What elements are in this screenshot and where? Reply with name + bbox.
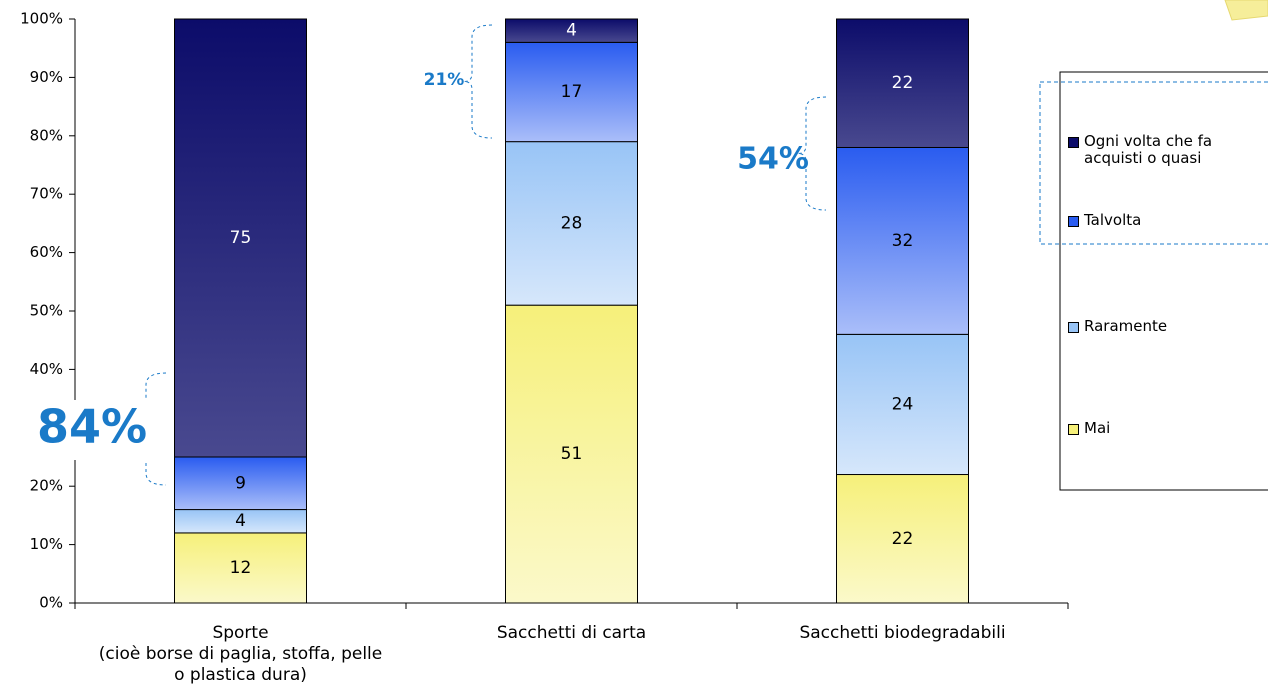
value-label: 12 — [230, 558, 252, 578]
y-tick-label: 10% — [30, 535, 63, 553]
legend-label: Raramente — [1084, 317, 1168, 335]
bar-segment — [836, 333, 969, 476]
annotation-bracket — [463, 24, 493, 139]
y-tick-label: 40% — [30, 360, 63, 378]
bar-segment — [505, 304, 638, 604]
value-label: 32 — [892, 231, 914, 251]
value-label: 4 — [566, 21, 577, 41]
value-label: 24 — [892, 394, 914, 414]
y-tick-label: 100% — [20, 10, 63, 28]
value-label: 4 — [235, 511, 246, 531]
legend-label: Ogni volta che fa acquisti o quasi — [1084, 132, 1213, 167]
legend-box — [1059, 71, 1268, 491]
value-label: 22 — [892, 529, 914, 549]
legend-swatch — [1068, 322, 1079, 333]
value-label: 51 — [561, 444, 583, 464]
x-tick-label: Sacchetti di carta — [496, 623, 647, 643]
y-tick-label: 80% — [30, 126, 63, 144]
annotation-bracket — [797, 96, 827, 211]
bar-segment — [505, 18, 638, 43]
bar-segment — [836, 18, 969, 148]
legend-item: Mai — [1068, 420, 1258, 437]
value-label: 17 — [561, 82, 583, 102]
legend-item: Ogni volta che fa acquisti o quasi — [1068, 133, 1258, 167]
bar-segment — [505, 141, 638, 306]
bar-segment — [174, 18, 307, 458]
value-label: 22 — [892, 73, 914, 93]
legend-swatch — [1068, 137, 1079, 148]
y-tick-label: 90% — [30, 68, 63, 86]
legend-label: Mai — [1084, 419, 1111, 437]
bar-segment — [505, 41, 638, 143]
legend-highlight — [1039, 81, 1268, 245]
legend-item: Raramente — [1068, 318, 1258, 335]
y-tick-label: 60% — [30, 243, 63, 261]
note-shape — [1224, 0, 1268, 21]
y-tick-label: 0% — [39, 594, 63, 612]
bar-segment — [836, 146, 969, 335]
bar-segment — [174, 456, 307, 511]
y-tick-label: 20% — [30, 477, 63, 495]
legend-swatch — [1068, 424, 1079, 435]
x-tick-label: Sacchetti biodegradabili — [799, 623, 1006, 643]
y-tick-label: 50% — [30, 302, 63, 320]
value-label: 9 — [235, 473, 246, 493]
y-tick-label: 70% — [30, 185, 63, 203]
x-tick-label: Sporte (cioè borse di paglia, stoffa, pe… — [98, 623, 383, 685]
annotation: 21% — [424, 70, 465, 90]
annotation: 84% — [37, 400, 147, 454]
legend-label: Talvolta — [1084, 211, 1142, 229]
value-label: 75 — [230, 228, 252, 248]
legend-item: Talvolta — [1068, 212, 1258, 229]
annotation-bg — [25, 400, 155, 460]
legend-swatch — [1068, 216, 1079, 227]
bar-segment — [836, 474, 969, 604]
value-label: 28 — [561, 213, 583, 233]
annotation: 54% — [737, 142, 809, 177]
bar-segment — [174, 532, 307, 604]
